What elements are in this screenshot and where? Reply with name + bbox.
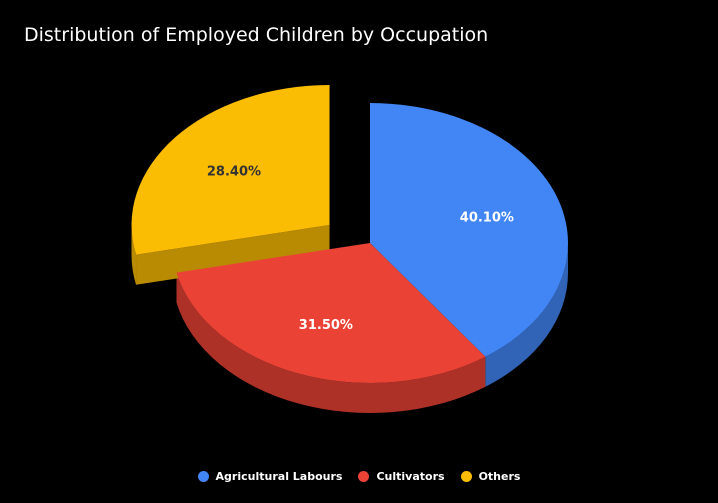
slice-side-cultivators	[176, 272, 486, 413]
slice-wall-others	[136, 225, 330, 285]
legend-label-agricultural-labours: Agricultural Labours	[215, 470, 343, 483]
legend-swatch-others	[460, 471, 472, 482]
legend-item-agricultural-labours[interactable]: Agricultural Labours	[197, 470, 343, 483]
slice-side-others	[131, 225, 137, 285]
slice-label-others: 28.40%	[207, 165, 261, 180]
legend-label-cultivators: Cultivators	[376, 470, 445, 483]
slice-side-agricultural-labours	[485, 243, 568, 387]
slice-label-agricultural-labours: 40.10%	[460, 210, 514, 225]
legend-swatch-cultivators	[358, 471, 370, 482]
legend: Agricultural Labours Cultivators Others	[0, 470, 718, 483]
legend-item-cultivators[interactable]: Cultivators	[358, 470, 445, 483]
slice-label-cultivators: 31.50%	[299, 318, 353, 333]
chart-title: Distribution of Employed Children by Occ…	[24, 24, 489, 46]
legend-item-others[interactable]: Others	[460, 470, 521, 483]
legend-swatch-agricultural-labours	[197, 471, 209, 482]
slice-others[interactable]	[131, 85, 330, 255]
slice-cultivators[interactable]	[176, 243, 486, 383]
slice-agricultural-labours[interactable]	[370, 103, 568, 357]
legend-label-others: Others	[478, 470, 521, 483]
